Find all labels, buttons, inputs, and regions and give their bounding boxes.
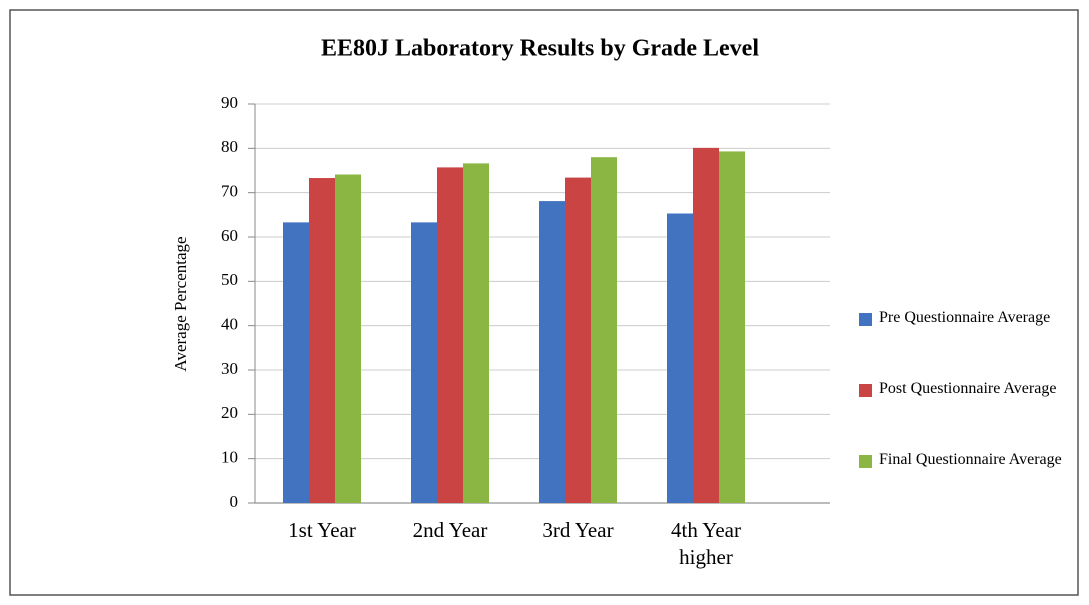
y-tick-label: 90	[221, 93, 238, 112]
chart-title: EE80J Laboratory Results by Grade Level	[321, 36, 759, 62]
legend-label: Pre Questionnaire Average	[879, 309, 1051, 326]
bar	[283, 222, 309, 503]
x-tick-label: 2nd Year	[412, 518, 488, 542]
y-axis-label: Average Percentage	[171, 236, 190, 371]
bar	[437, 167, 463, 503]
y-tick-label: 70	[221, 182, 238, 201]
legend-label: Final Questionnaire Average	[879, 451, 1062, 468]
bar	[411, 222, 437, 503]
legend-swatch	[859, 384, 872, 397]
bar	[539, 201, 565, 503]
y-tick-label: 30	[221, 359, 238, 378]
legend-swatch	[859, 313, 872, 326]
bar	[463, 163, 489, 503]
bar	[693, 147, 719, 503]
y-tick-label: 40	[221, 315, 238, 334]
bar	[719, 151, 745, 504]
bar	[565, 177, 591, 504]
y-tick-label: 0	[230, 492, 239, 511]
bar	[309, 178, 335, 503]
bar	[591, 157, 617, 503]
x-tick-label: 1st Year	[288, 518, 356, 542]
y-tick-label: 60	[221, 226, 238, 245]
legend-label: Post Questionnaire Average	[879, 380, 1057, 397]
y-tick-label: 20	[221, 403, 238, 422]
x-tick-label: 4th Year higher	[670, 518, 741, 569]
y-tick-label: 10	[221, 448, 238, 467]
bar	[667, 213, 693, 503]
y-tick-label: 50	[221, 270, 238, 289]
legend-swatch	[859, 455, 872, 468]
bar	[335, 174, 361, 504]
y-tick-label: 80	[221, 137, 238, 156]
x-tick-label: 3rd Year	[542, 518, 614, 542]
